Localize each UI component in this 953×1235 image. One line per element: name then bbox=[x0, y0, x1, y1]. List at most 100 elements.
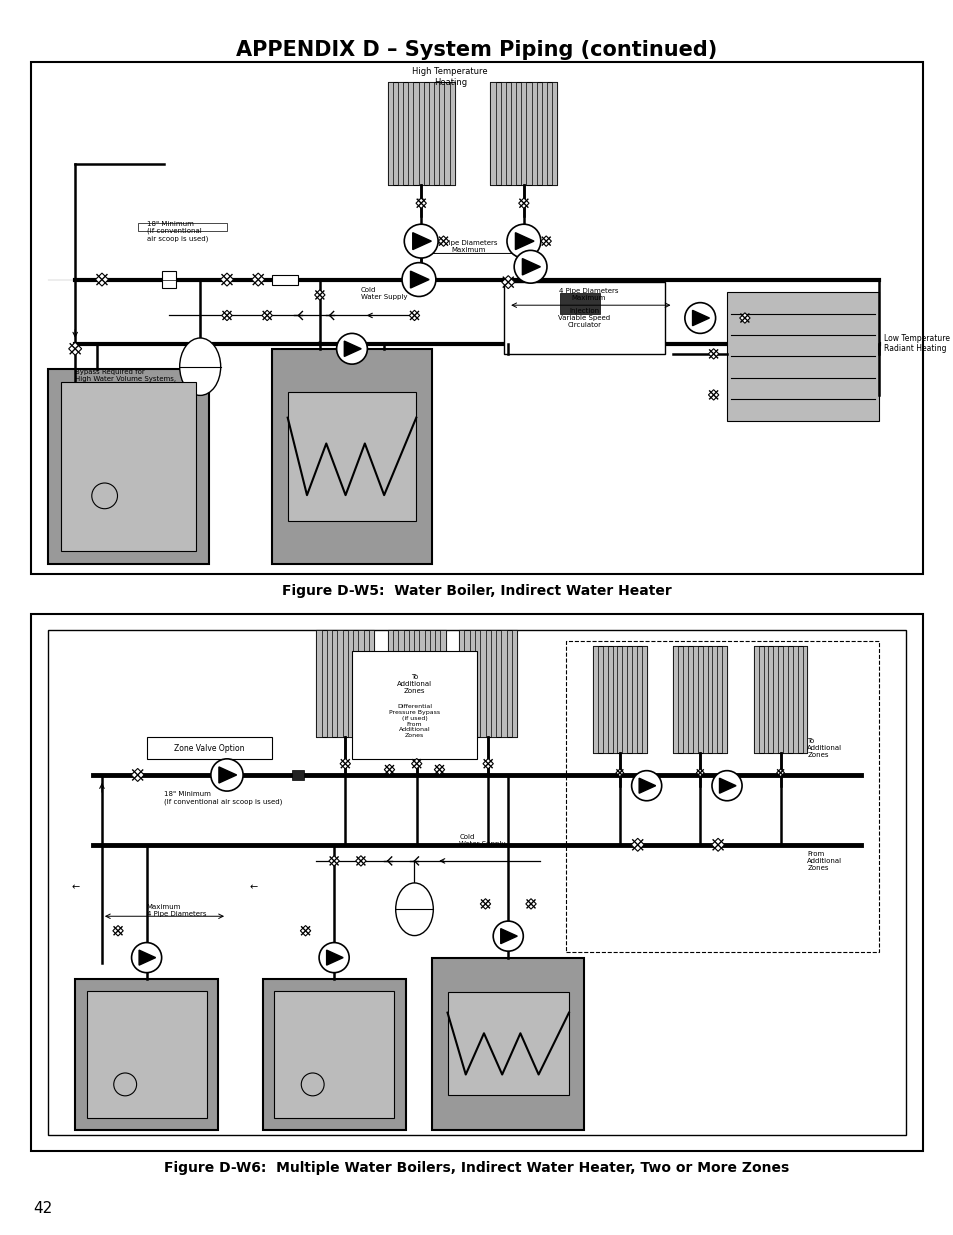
Bar bbox=[552, 83, 557, 185]
Circle shape bbox=[514, 251, 546, 283]
Bar bbox=[449, 83, 455, 185]
Text: ←: ← bbox=[71, 883, 79, 893]
Bar bbox=[274, 990, 394, 1118]
Bar bbox=[293, 769, 304, 781]
Circle shape bbox=[401, 263, 436, 296]
Text: Low Temperature
Radiant Heating: Low Temperature Radiant Heating bbox=[882, 333, 949, 353]
Text: Cold
Water Supply: Cold Water Supply bbox=[458, 835, 505, 847]
Bar bbox=[673, 646, 678, 753]
Polygon shape bbox=[95, 273, 109, 287]
Polygon shape bbox=[692, 310, 709, 326]
Bar bbox=[702, 646, 707, 753]
Polygon shape bbox=[711, 839, 724, 851]
Polygon shape bbox=[329, 856, 339, 866]
Polygon shape bbox=[696, 769, 703, 777]
Circle shape bbox=[113, 1073, 136, 1095]
Bar bbox=[430, 630, 435, 737]
Polygon shape bbox=[739, 312, 749, 324]
Bar bbox=[288, 391, 416, 521]
Bar bbox=[316, 630, 374, 737]
Circle shape bbox=[211, 758, 243, 792]
Circle shape bbox=[404, 225, 437, 258]
Polygon shape bbox=[339, 758, 350, 769]
Bar bbox=[782, 646, 787, 753]
Bar bbox=[753, 646, 806, 753]
Bar bbox=[272, 274, 298, 284]
Ellipse shape bbox=[179, 338, 220, 395]
Text: Differential
Pressure Bypass
(if used)
From
Additional
Zones: Differential Pressure Bypass (if used) F… bbox=[389, 704, 439, 739]
Bar bbox=[621, 646, 626, 753]
Polygon shape bbox=[344, 341, 361, 357]
Bar bbox=[327, 630, 332, 737]
Polygon shape bbox=[139, 950, 155, 965]
Bar bbox=[501, 630, 506, 737]
Bar bbox=[490, 83, 557, 185]
Polygon shape bbox=[314, 290, 325, 300]
Text: High Temperature
Heating: High Temperature Heating bbox=[412, 68, 488, 86]
Text: 18" Minimum
(If conventional air scoop is used): 18" Minimum (If conventional air scoop i… bbox=[164, 792, 282, 804]
Bar bbox=[137, 224, 227, 231]
Bar bbox=[419, 630, 424, 737]
Bar bbox=[612, 646, 617, 753]
Bar bbox=[75, 979, 218, 1130]
Polygon shape bbox=[221, 310, 232, 321]
Bar bbox=[316, 630, 321, 737]
Text: To
Additional
Zones: To Additional Zones bbox=[396, 673, 432, 694]
Bar bbox=[641, 646, 646, 753]
Bar bbox=[262, 979, 405, 1130]
Polygon shape bbox=[639, 778, 655, 793]
Bar bbox=[387, 630, 393, 737]
Bar bbox=[387, 83, 455, 185]
Text: To
Additional
Zones: To Additional Zones bbox=[806, 739, 841, 758]
Bar bbox=[147, 737, 272, 758]
Polygon shape bbox=[540, 236, 551, 246]
Bar bbox=[490, 83, 495, 185]
Bar bbox=[30, 62, 923, 574]
Text: From
Additional
Zones: From Additional Zones bbox=[806, 851, 841, 871]
Bar bbox=[559, 293, 599, 315]
Bar bbox=[387, 83, 393, 185]
Bar bbox=[30, 614, 923, 1151]
Polygon shape bbox=[112, 925, 123, 936]
Bar bbox=[348, 630, 353, 737]
Bar bbox=[49, 369, 209, 564]
Polygon shape bbox=[300, 925, 311, 936]
Polygon shape bbox=[326, 950, 343, 965]
Text: Figure D-W6:  Multiple Water Boilers, Indirect Water Heater, Two or More Zones: Figure D-W6: Multiple Water Boilers, Ind… bbox=[164, 1161, 789, 1174]
Bar bbox=[87, 990, 207, 1118]
Polygon shape bbox=[262, 310, 272, 321]
Polygon shape bbox=[616, 769, 623, 777]
Bar bbox=[336, 1062, 368, 1099]
Polygon shape bbox=[501, 275, 515, 289]
Circle shape bbox=[336, 333, 367, 364]
Bar bbox=[418, 83, 423, 185]
Bar bbox=[632, 646, 637, 753]
Bar bbox=[162, 272, 175, 288]
Polygon shape bbox=[410, 272, 429, 288]
Polygon shape bbox=[522, 258, 539, 275]
Bar bbox=[272, 348, 432, 564]
Bar bbox=[129, 467, 169, 525]
Circle shape bbox=[301, 1073, 324, 1095]
Polygon shape bbox=[411, 758, 421, 769]
Polygon shape bbox=[416, 198, 426, 209]
Bar bbox=[512, 630, 517, 737]
Polygon shape bbox=[384, 764, 395, 774]
Bar bbox=[440, 630, 445, 737]
Polygon shape bbox=[220, 273, 233, 287]
Circle shape bbox=[506, 225, 540, 258]
Bar bbox=[721, 646, 726, 753]
Text: APPENDIX D – System Piping (continued): APPENDIX D – System Piping (continued) bbox=[236, 40, 717, 59]
Text: 42: 42 bbox=[33, 1202, 52, 1216]
Bar bbox=[682, 646, 687, 753]
Polygon shape bbox=[413, 232, 431, 249]
Bar bbox=[593, 646, 598, 753]
Text: Injection
Variable Speed
Circulator: Injection Variable Speed Circulator bbox=[558, 308, 610, 329]
Polygon shape bbox=[708, 348, 718, 359]
Bar bbox=[387, 630, 445, 737]
Bar bbox=[541, 83, 546, 185]
Bar bbox=[792, 646, 797, 753]
Polygon shape bbox=[515, 232, 534, 249]
Polygon shape bbox=[252, 273, 264, 287]
Polygon shape bbox=[409, 310, 419, 321]
